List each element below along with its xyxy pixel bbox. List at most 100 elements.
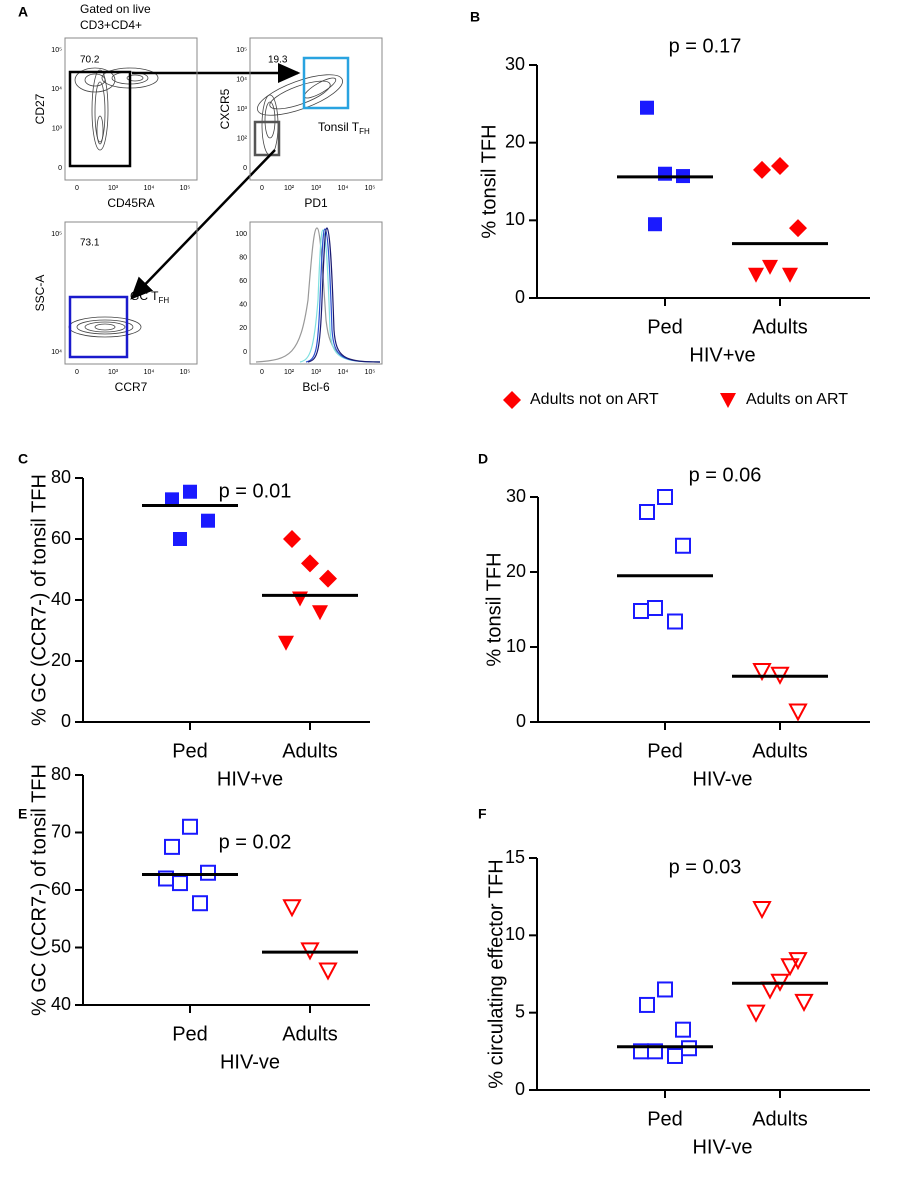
gate-label-sub: FH (359, 127, 370, 136)
flow-x-tick: 10⁴ (144, 185, 155, 192)
data-point (748, 267, 764, 283)
y-tick-label: 50 (51, 936, 71, 956)
data-point (675, 1021, 691, 1038)
flow-x-tick: 10⁵ (180, 369, 191, 376)
x-axis-label: HIV+ve (689, 344, 755, 366)
x-tick-label: Adults (282, 1023, 338, 1045)
flow-frame (249, 221, 383, 365)
data-point (752, 663, 772, 682)
legend-label: Adults on ART (746, 391, 848, 408)
data-point (647, 600, 663, 616)
flow-arrows (130, 63, 301, 300)
dot-plot: Dp = 0.06 0 10 20 30 % tonsil TFH Ped AdultsHIV… (478, 451, 870, 790)
gate-label-text: GC T (130, 289, 159, 303)
data-point (771, 156, 789, 175)
data-point (283, 530, 301, 548)
histograms (255, 227, 381, 363)
flow-x-tick: 10² (284, 185, 295, 192)
data-point (282, 899, 302, 918)
data-point (780, 958, 800, 977)
flow-y-tick: 100 (235, 231, 247, 238)
x-tick-label: Ped (647, 1108, 683, 1130)
p-value: p = 0.03 (669, 856, 742, 878)
gate-label: Tonsil TFH (318, 120, 370, 136)
data-point (667, 613, 683, 630)
y-tick-label: 80 (51, 467, 71, 487)
gate-percent: 73.1 (80, 238, 100, 249)
flow-x-label: CD45RA (107, 196, 154, 210)
x-tick-label: Ped (172, 1023, 208, 1045)
y-tick-label: 60 (51, 528, 71, 548)
y-tick-label: 60 (51, 879, 71, 899)
data-point (746, 1004, 766, 1023)
flow-y-tick: 60 (239, 278, 247, 285)
y-tick-label: 40 (51, 994, 71, 1014)
y-axis-label: % GC (CCR7-) of tonsil TFH (28, 474, 50, 726)
y-tick-label: 0 (515, 287, 525, 307)
data-point (752, 901, 772, 920)
p-value: p = 0.02 (219, 831, 292, 853)
x-tick-label: Adults (752, 740, 808, 762)
data-point (657, 981, 673, 998)
x-axis-label: HIV-ve (692, 1136, 752, 1158)
flow-x-tick: 0 (260, 369, 264, 376)
flow-frame (64, 221, 198, 365)
y-tick-label: 15 (505, 847, 525, 867)
flow-x-tick: 10⁵ (365, 369, 376, 376)
panel-letter: C (18, 451, 28, 467)
dot-plot: Bp = 0.17 0 10 20 30 % tonsil TFH Ped Adults HIV… (470, 9, 870, 409)
data-point (782, 267, 798, 283)
y-tick-label: 70 (51, 821, 71, 841)
dot-plot: Ep = 0.02 40 50 60 70 80% GC (CCR7-) of tonsi… (18, 764, 370, 1073)
x-axis-label: HIV-ve (692, 768, 752, 790)
panel-letter: E (18, 806, 27, 822)
legend-marker (720, 393, 736, 408)
x-axis-label: HIV+ve (217, 768, 283, 790)
y-tick-label: 20 (505, 131, 525, 151)
y-axis-label: % tonsil TFH (483, 552, 505, 666)
data-point (192, 895, 208, 912)
data-point (200, 864, 216, 881)
y-tick-label: 40 (51, 589, 71, 609)
x-tick-label: Adults (752, 316, 808, 338)
flow-y-tick: 40 (239, 302, 247, 309)
flow-y-label: CD27 (33, 93, 47, 124)
flow-frame (249, 37, 383, 181)
data-point (165, 492, 179, 507)
y-tick-label: 20 (506, 561, 526, 581)
x-tick-label: Adults (752, 1108, 808, 1130)
data-point (172, 875, 188, 892)
flow-x-tick: 0 (75, 185, 79, 192)
data-point (164, 838, 180, 855)
data-point (788, 952, 808, 971)
y-tick-label: 10 (505, 209, 525, 229)
x-axis-label: HIV-ve (220, 1051, 280, 1073)
p-value: p = 0.17 (669, 35, 742, 57)
y-tick-label: 0 (61, 711, 71, 731)
y-tick-label: 20 (51, 650, 71, 670)
data-point (292, 591, 308, 607)
y-tick-label: 0 (516, 711, 526, 731)
x-tick-label: Ped (647, 740, 683, 762)
flow-y-tick: 10² (237, 135, 248, 142)
y-tick-label: 10 (506, 636, 526, 656)
flow-y-tick: 0 (243, 165, 247, 172)
flow-y-tick: 10⁴ (51, 86, 62, 93)
flow-y-tick: 10⁵ (51, 231, 62, 238)
flow-y-label: SSC-A (33, 275, 47, 312)
flow-y-tick: 20 (239, 325, 247, 332)
panel-letter: D (478, 451, 488, 467)
flow-y-tick: 80 (239, 254, 247, 261)
data-point (639, 504, 655, 520)
data-point (301, 554, 319, 573)
flow-x-tick: 10³ (311, 185, 322, 192)
data-point (667, 1047, 683, 1064)
gate-percent: 19.3 (268, 55, 288, 66)
flow-y-tick: 10⁵ (236, 47, 247, 54)
flow-y-tick: 0 (243, 349, 247, 356)
flow-frame (64, 37, 198, 181)
data-point (753, 160, 771, 179)
data-point (640, 100, 654, 115)
data-point (789, 219, 807, 238)
